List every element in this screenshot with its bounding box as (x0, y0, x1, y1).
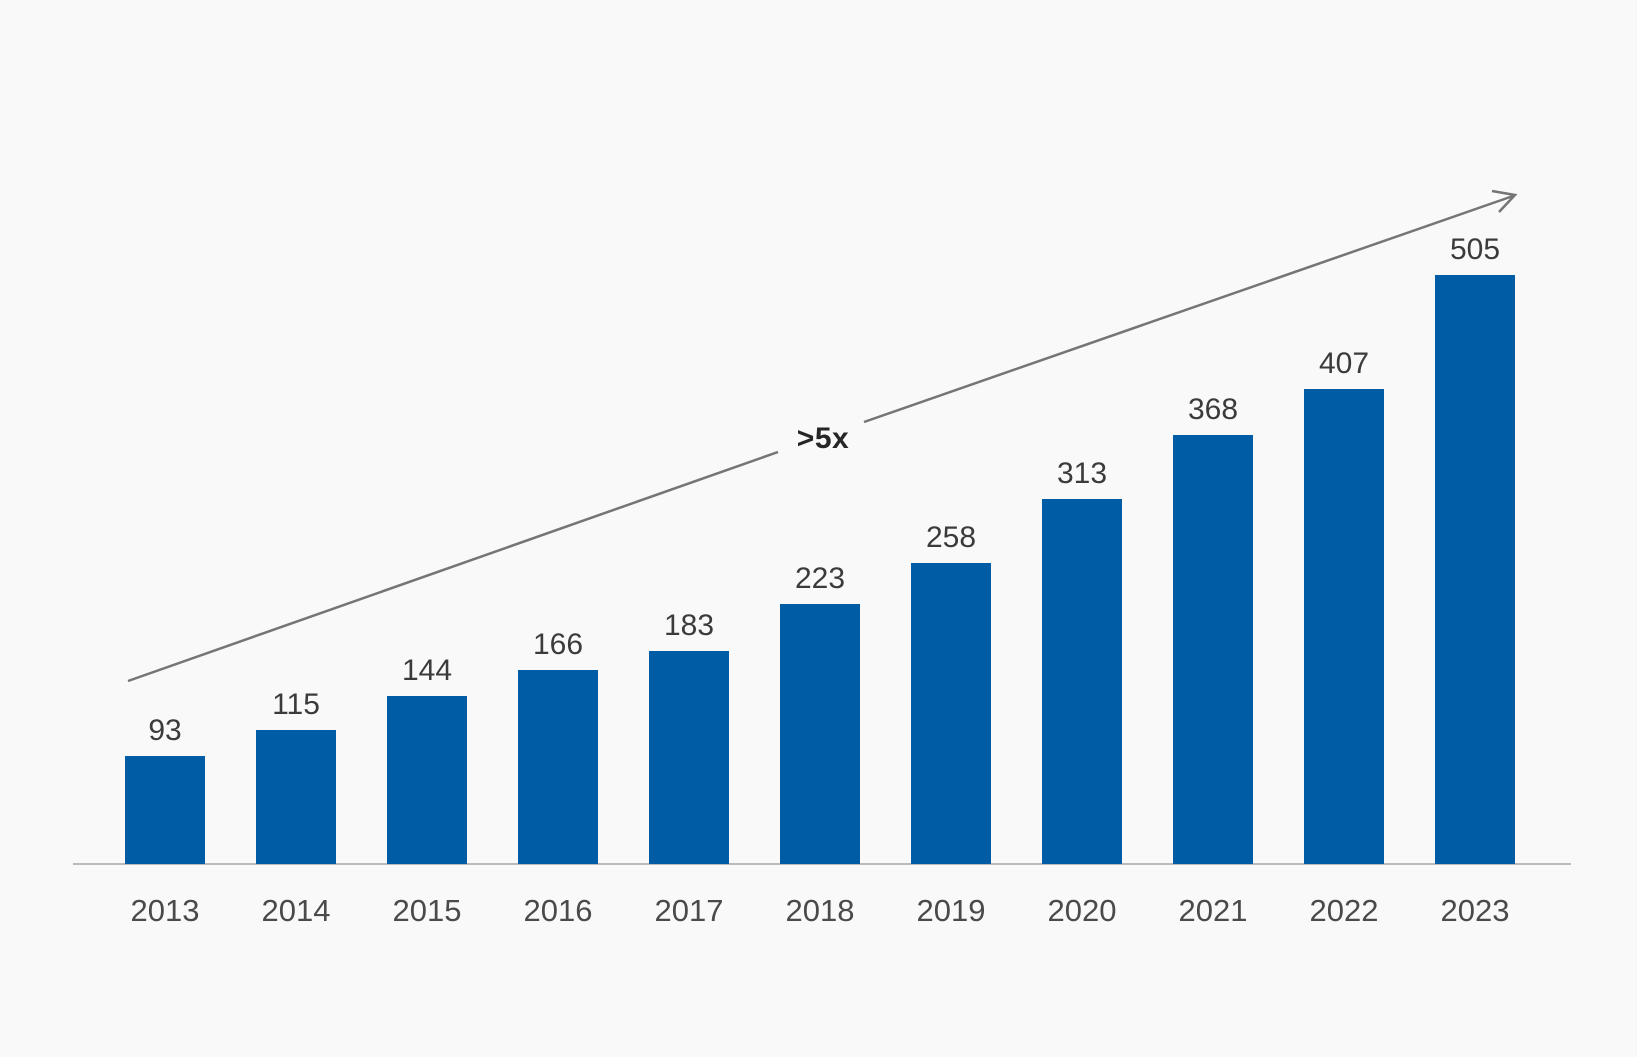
category-label-2017: 2017 (654, 893, 724, 928)
category-label-2022: 2022 (1309, 893, 1379, 928)
category-label-2020: 2020 (1047, 893, 1117, 928)
bar-2021 (1173, 435, 1253, 864)
bar-2019 (911, 563, 991, 864)
bar-2016 (518, 670, 598, 864)
bar-2013 (125, 756, 205, 864)
bar-2014 (256, 730, 336, 864)
bar-2023 (1435, 275, 1515, 864)
value-label-2018: 223 (794, 562, 846, 595)
value-label-2016: 166 (532, 628, 584, 661)
category-label-2015: 2015 (392, 893, 462, 928)
trend-annotation-label: >5x (796, 422, 850, 455)
x-axis-line (73, 863, 1571, 865)
value-label-2020: 313 (1056, 457, 1108, 490)
category-label-2013: 2013 (130, 893, 200, 928)
category-label-2016: 2016 (523, 893, 593, 928)
bar-2018 (780, 604, 860, 864)
trend-arrow-head-icon (1491, 189, 1518, 213)
category-label-2021: 2021 (1178, 893, 1248, 928)
category-label-2014: 2014 (261, 893, 331, 928)
value-label-2017: 183 (663, 609, 715, 642)
bar-2020 (1042, 499, 1122, 864)
value-label-2021: 368 (1187, 393, 1239, 426)
category-label-2023: 2023 (1440, 893, 1510, 928)
category-label-2019: 2019 (916, 893, 986, 928)
bar-2022 (1304, 389, 1384, 864)
bar-2017 (649, 651, 729, 864)
value-label-2013: 93 (148, 714, 182, 747)
category-label-2018: 2018 (785, 893, 855, 928)
value-label-2022: 407 (1318, 347, 1370, 380)
value-label-2015: 144 (401, 654, 453, 687)
trend-arrow-segment-left (127, 450, 779, 683)
value-label-2019: 258 (925, 521, 977, 554)
value-label-2014: 115 (272, 688, 320, 721)
trend-arrow-segment-right (863, 194, 1514, 424)
bar-2015 (387, 696, 467, 864)
value-label-2023: 505 (1449, 233, 1501, 266)
